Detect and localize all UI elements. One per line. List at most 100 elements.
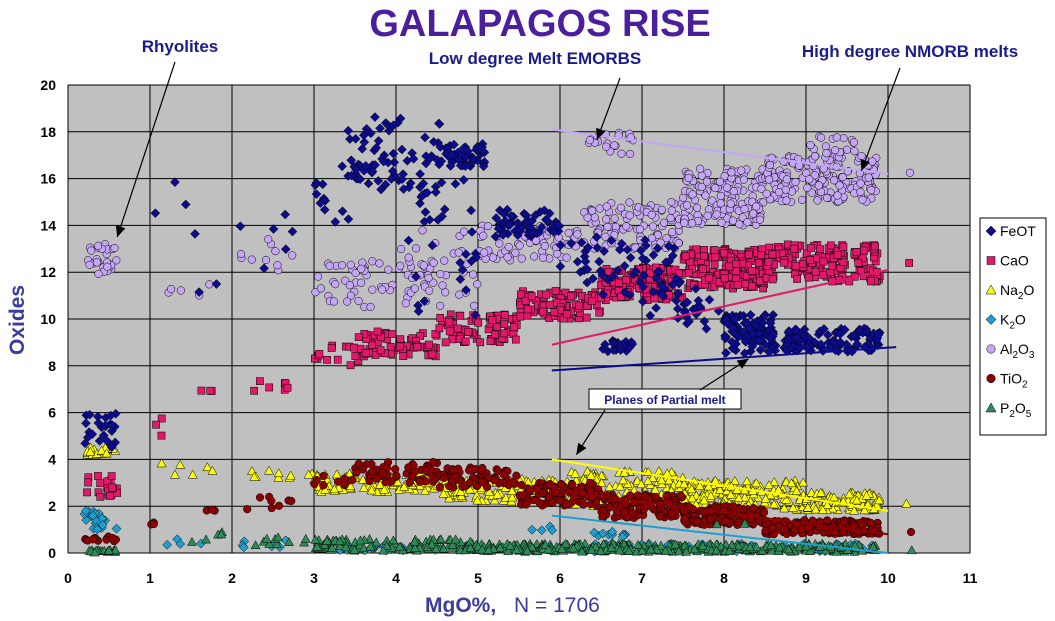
data-point: [732, 259, 741, 268]
y-tick-label: 8: [48, 358, 56, 374]
data-point: [780, 525, 789, 534]
data-point: [337, 161, 348, 172]
y-tick-label: 6: [48, 405, 56, 421]
data-point: [590, 213, 599, 222]
data-point: [739, 518, 750, 528]
data-point: [542, 290, 551, 299]
data-point: [355, 535, 366, 545]
legend-box: [979, 217, 1047, 436]
data-point: [376, 346, 385, 354]
x-tick-label: 10: [880, 570, 896, 586]
data-point: [632, 475, 643, 485]
data-point: [567, 480, 576, 489]
data-point: [761, 526, 770, 536]
data-point: [710, 246, 719, 255]
data-point: [697, 171, 706, 180]
data-point: [505, 540, 516, 550]
data-point: [352, 468, 361, 477]
data-point: [458, 174, 469, 185]
trend-line: [551, 458, 889, 512]
data-point: [725, 489, 736, 499]
x-tick-label: 4: [392, 570, 400, 586]
data-point: [190, 229, 200, 239]
data-point: [187, 536, 197, 546]
data-point: [401, 299, 410, 308]
data-point: [346, 361, 355, 370]
data-point: [500, 320, 509, 328]
data-point: [274, 501, 284, 510]
data-point: [429, 457, 438, 467]
data-point: [343, 125, 354, 136]
data-point: [512, 471, 521, 480]
data-point: [698, 265, 707, 273]
data-point: [378, 545, 389, 555]
data-point: [906, 545, 917, 555]
data-point: [87, 246, 96, 255]
data-point: [438, 543, 449, 553]
data-point: [388, 148, 399, 159]
data-point: [817, 505, 828, 514]
data-point: [264, 235, 273, 244]
data-point: [703, 211, 712, 220]
data-point: [626, 491, 635, 500]
data-point: [557, 543, 567, 553]
data-point: [604, 482, 615, 491]
data-point: [455, 486, 466, 496]
data-point: [765, 490, 776, 500]
data-point: [720, 333, 731, 344]
data-point: [702, 177, 711, 186]
data-point: [576, 546, 587, 556]
legend-marker: [985, 314, 997, 325]
data-point: [603, 222, 612, 231]
data-point: [464, 327, 473, 336]
data-point: [828, 262, 837, 270]
data-point: [821, 142, 830, 151]
data-point: [760, 339, 771, 350]
data-point: [202, 462, 213, 472]
data-point: [621, 499, 630, 508]
data-point: [614, 244, 625, 255]
data-point: [92, 258, 102, 267]
data-point: [436, 314, 445, 322]
data-point: [641, 240, 651, 251]
data-point: [765, 175, 774, 184]
data-point: [645, 544, 656, 554]
data-point: [499, 209, 509, 219]
data-point: [615, 278, 624, 287]
data-point: [375, 259, 384, 268]
data-point: [681, 252, 690, 261]
data-point: [82, 432, 93, 443]
data-point: [860, 246, 868, 255]
data-point: [682, 201, 692, 210]
data-point: [597, 528, 608, 539]
data-point: [740, 337, 751, 347]
data-point: [333, 355, 342, 364]
data-point: [656, 289, 667, 300]
data-point: [747, 267, 756, 275]
data-point: [411, 271, 421, 282]
data-point: [88, 510, 98, 521]
data-point: [287, 496, 296, 506]
y-tick-label: 20: [40, 77, 56, 93]
data-point: [690, 283, 701, 294]
data-point: [801, 541, 811, 551]
data-point: [330, 217, 341, 227]
data-point: [723, 183, 732, 192]
data-point: [637, 296, 648, 307]
data-point: [368, 341, 376, 349]
annotation-arrow: [116, 61, 176, 238]
data-point: [792, 332, 802, 343]
arrow-head: [596, 127, 606, 140]
data-point: [873, 330, 884, 340]
data-point: [409, 536, 420, 546]
data-point: [849, 330, 859, 341]
data-point: [381, 477, 390, 486]
data-point: [300, 533, 311, 543]
data-point: [667, 509, 676, 518]
data-point: [89, 547, 100, 557]
data-point: [608, 345, 619, 356]
data-point: [106, 492, 114, 500]
data-point: [265, 383, 274, 392]
data-point: [530, 252, 539, 261]
data-point: [630, 266, 641, 277]
